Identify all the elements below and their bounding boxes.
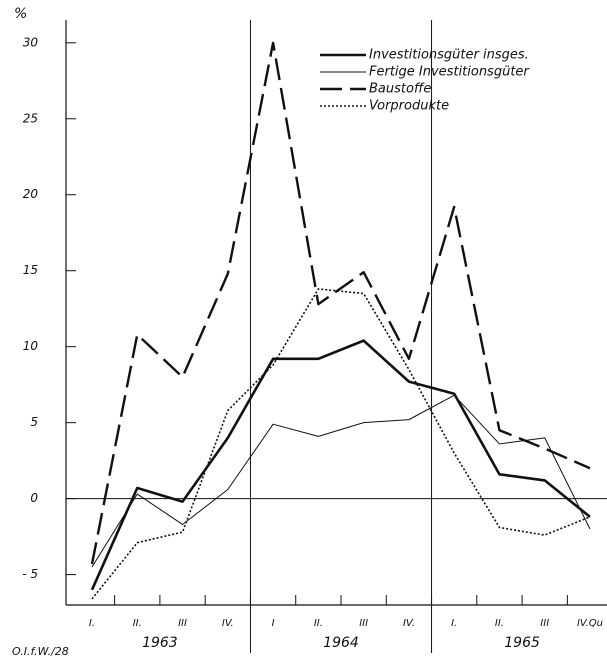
x-tick-label: IV.Qu	[577, 618, 603, 629]
series-line	[91, 394, 591, 568]
y-tick-label: 30	[23, 35, 39, 49]
x-tick-label: III	[359, 618, 368, 629]
group-label: 1964	[323, 635, 359, 651]
x-tick-label: II.	[314, 618, 323, 629]
group-label: 1965	[504, 635, 540, 651]
x-tick-label: III	[540, 618, 549, 629]
source-note: O.I.f.W./28	[12, 645, 69, 658]
group-label: 1963	[142, 635, 178, 651]
x-tick-label: II.	[133, 618, 142, 629]
y-tick-label: - 5	[22, 567, 38, 581]
x-tick-label: II.	[495, 618, 504, 629]
series-line	[90, 339, 591, 591]
y-axis-label: %	[14, 6, 27, 22]
legend-label: Baustoffe	[369, 82, 431, 97]
y-tick-label: 0	[30, 491, 38, 505]
x-tick-label: IV.	[222, 618, 234, 629]
series-line	[90, 41, 591, 565]
y-tick-label: 20	[23, 187, 39, 201]
x-tick-label: IV.	[403, 618, 415, 629]
x-tick-label: I.	[451, 618, 457, 629]
x-tick-label: I.	[89, 618, 95, 629]
x-tick-label: III	[178, 618, 187, 629]
legend-label: Investitionsgüter insges.	[369, 48, 529, 63]
y-tick-label: 25	[23, 111, 38, 125]
y-tick-label: 5	[30, 415, 38, 429]
x-tick-label: I	[272, 618, 275, 629]
y-tick-label: 10	[23, 339, 39, 353]
legend-label: Fertige Investitionsgüter	[369, 65, 530, 80]
y-tick-label: 15	[23, 263, 38, 277]
series-line	[91, 288, 591, 600]
legend-label: Vorprodukte	[369, 99, 449, 114]
